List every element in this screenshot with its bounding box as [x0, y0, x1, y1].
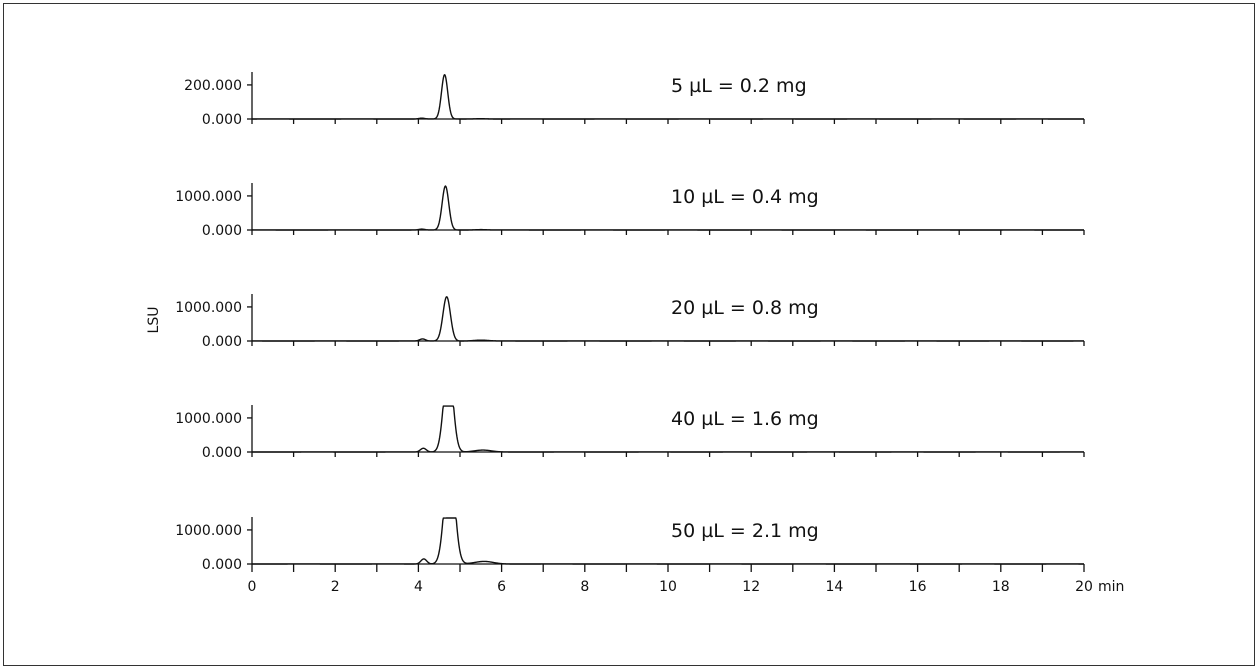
panel-3: 0.000 1000.000 20 µL = 0.8 mg — [175, 294, 1085, 350]
y-tick-label: 0.000 — [202, 557, 242, 573]
x-tick-label: 18 — [992, 579, 1010, 595]
x-tick-label: 12 — [742, 579, 760, 595]
x-tick-label: 16 — [909, 579, 927, 595]
chromatogram-trace — [251, 74, 1085, 120]
x-tick-label: 10 — [659, 579, 677, 595]
y-tick-label: 200.000 — [184, 78, 242, 94]
chromatogram-trace — [251, 296, 1085, 342]
panel-label: 10 µL = 0.4 mg — [671, 186, 819, 208]
y-axis-title: LSU — [146, 307, 162, 334]
panel-5: 0.000 1000.000 50 µL = 2.1 mg — [175, 517, 1085, 573]
panel-label: 50 µL = 2.1 mg — [671, 520, 819, 542]
panel-2: 0.000 1000.000 10 µL = 0.4 mg — [175, 183, 1085, 239]
x-unit-label: min — [1098, 579, 1124, 595]
x-tick-label: 4 — [414, 579, 423, 595]
y-tick-label: 0.000 — [202, 112, 242, 128]
chromatogram-trace — [251, 185, 1085, 231]
y-tick-label: 1000.000 — [175, 411, 242, 427]
panel-label: 5 µL = 0.2 mg — [671, 75, 807, 97]
y-tick-label: 0.000 — [202, 334, 242, 350]
y-tick-label: 1000.000 — [175, 300, 242, 316]
x-tick-label: 0 — [248, 579, 257, 595]
x-tick-label: 8 — [580, 579, 589, 595]
y-tick-label: 1000.000 — [175, 189, 242, 205]
panel-4: 0.000 1000.000 40 µL = 1.6 mg — [175, 405, 1085, 461]
y-tick-label: 0.000 — [202, 223, 242, 239]
chromatogram-trace — [251, 517, 1085, 565]
panel-label: 20 µL = 0.8 mg — [671, 297, 819, 319]
y-tick-label: 0.000 — [202, 445, 242, 461]
y-tick-label: 1000.000 — [175, 523, 242, 539]
x-tick-label: 6 — [497, 579, 506, 595]
panel-1: 0.000 200.000 5 µL = 0.2 mg — [184, 72, 1085, 128]
chromatogram-trace — [251, 405, 1085, 453]
x-tick-label: 20 — [1075, 579, 1093, 595]
x-tick-label: 14 — [825, 579, 843, 595]
x-tick-label: 2 — [331, 579, 340, 595]
panel-label: 40 µL = 1.6 mg — [671, 408, 819, 430]
figure-frame — [3, 3, 1255, 666]
